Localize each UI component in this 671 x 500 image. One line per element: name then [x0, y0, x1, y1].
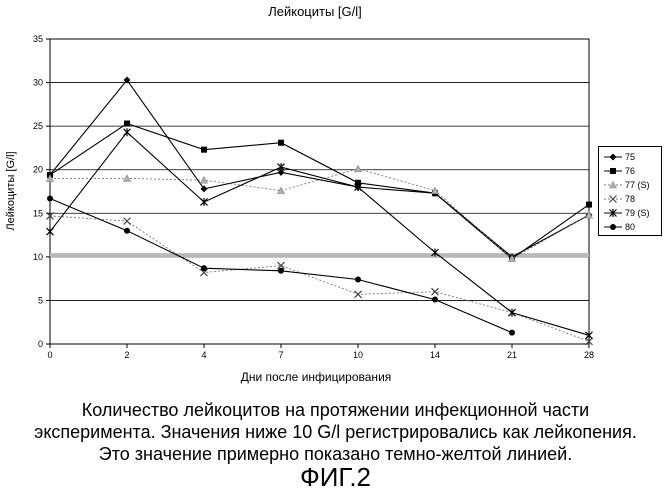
- legend-label: 76: [625, 164, 635, 178]
- data-point: [47, 195, 53, 201]
- legend-item: 76: [603, 164, 663, 178]
- figure-label: ФИГ.2: [0, 462, 671, 493]
- x-tick-label: 4: [201, 350, 206, 360]
- data-point: [124, 121, 130, 127]
- y-tick-label: 20: [33, 165, 43, 175]
- legend-swatch: [603, 206, 623, 220]
- y-axis-label: Лейкоциты [G/l]: [5, 151, 17, 230]
- x-tick-label: 0: [47, 350, 52, 360]
- legend-marker: [610, 168, 616, 174]
- y-tick-label: 35: [33, 34, 43, 44]
- data-point: [586, 202, 592, 208]
- legend-item: 75: [603, 150, 663, 164]
- legend-label: 77 (S): [625, 178, 650, 192]
- x-tick-label: 21: [507, 350, 517, 360]
- legend-item: 79 (S): [603, 206, 663, 220]
- legend-marker: [610, 154, 617, 161]
- caption-line-1: Количество лейкоцитов на протяжении инфе…: [0, 399, 671, 421]
- legend-marker: [610, 182, 617, 189]
- y-tick-label: 10: [33, 252, 43, 262]
- y-tick-label: 30: [33, 78, 43, 88]
- data-point: [432, 297, 438, 303]
- y-tick-label: 25: [33, 121, 43, 131]
- legend-item: 78: [603, 192, 663, 206]
- legend-swatch: [603, 178, 623, 192]
- y-axis-ticks: 0 5 10 15 20 25 30 35: [33, 34, 50, 349]
- legend-marker: [610, 196, 617, 203]
- legend-marker: [610, 224, 616, 230]
- data-point: [355, 277, 361, 283]
- data-point: [278, 268, 284, 274]
- caption-line-2: эксперимента. Значения ниже 10 G/l регис…: [0, 421, 671, 443]
- legend-label: 80: [625, 220, 635, 234]
- legend-item: 77 (S): [603, 178, 663, 192]
- legend-swatch: [603, 150, 623, 164]
- legend-label: 75: [625, 150, 635, 164]
- x-tick-label: 10: [353, 350, 363, 360]
- chart-title: Лейкоциты [G/l]: [268, 4, 362, 19]
- legend-swatch: [603, 192, 623, 206]
- data-point: [124, 228, 130, 234]
- legend-label: 79 (S): [625, 206, 650, 220]
- legend-swatch: [603, 164, 623, 178]
- y-tick-label: 5: [38, 295, 43, 305]
- data-point: [278, 140, 284, 146]
- data-point: [201, 265, 207, 271]
- x-tick-label: 2: [124, 350, 129, 360]
- data-point: [509, 330, 515, 336]
- x-axis-ticks: 0 2 4 7 10 14 21 28: [47, 344, 594, 360]
- x-axis-label: Дни после инфицирования: [241, 370, 392, 384]
- x-tick-label: 28: [584, 350, 594, 360]
- legend-swatch: [603, 220, 623, 234]
- y-tick-label: 15: [33, 208, 43, 218]
- legend: 757677 (S)7879 (S)80: [598, 146, 662, 236]
- x-tick-label: 7: [278, 350, 283, 360]
- x-tick-label: 14: [430, 350, 440, 360]
- legend-item: 80: [603, 220, 663, 234]
- data-point: [201, 147, 207, 153]
- legend-label: 78: [625, 192, 635, 206]
- y-tick-label: 0: [38, 339, 43, 349]
